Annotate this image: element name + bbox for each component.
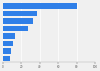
Bar	[3, 56, 10, 61]
Bar	[3, 48, 11, 54]
Bar	[3, 26, 28, 31]
Bar	[3, 33, 15, 39]
Bar	[3, 11, 37, 16]
Bar	[3, 18, 32, 24]
Bar	[3, 3, 77, 9]
Bar	[3, 41, 13, 46]
